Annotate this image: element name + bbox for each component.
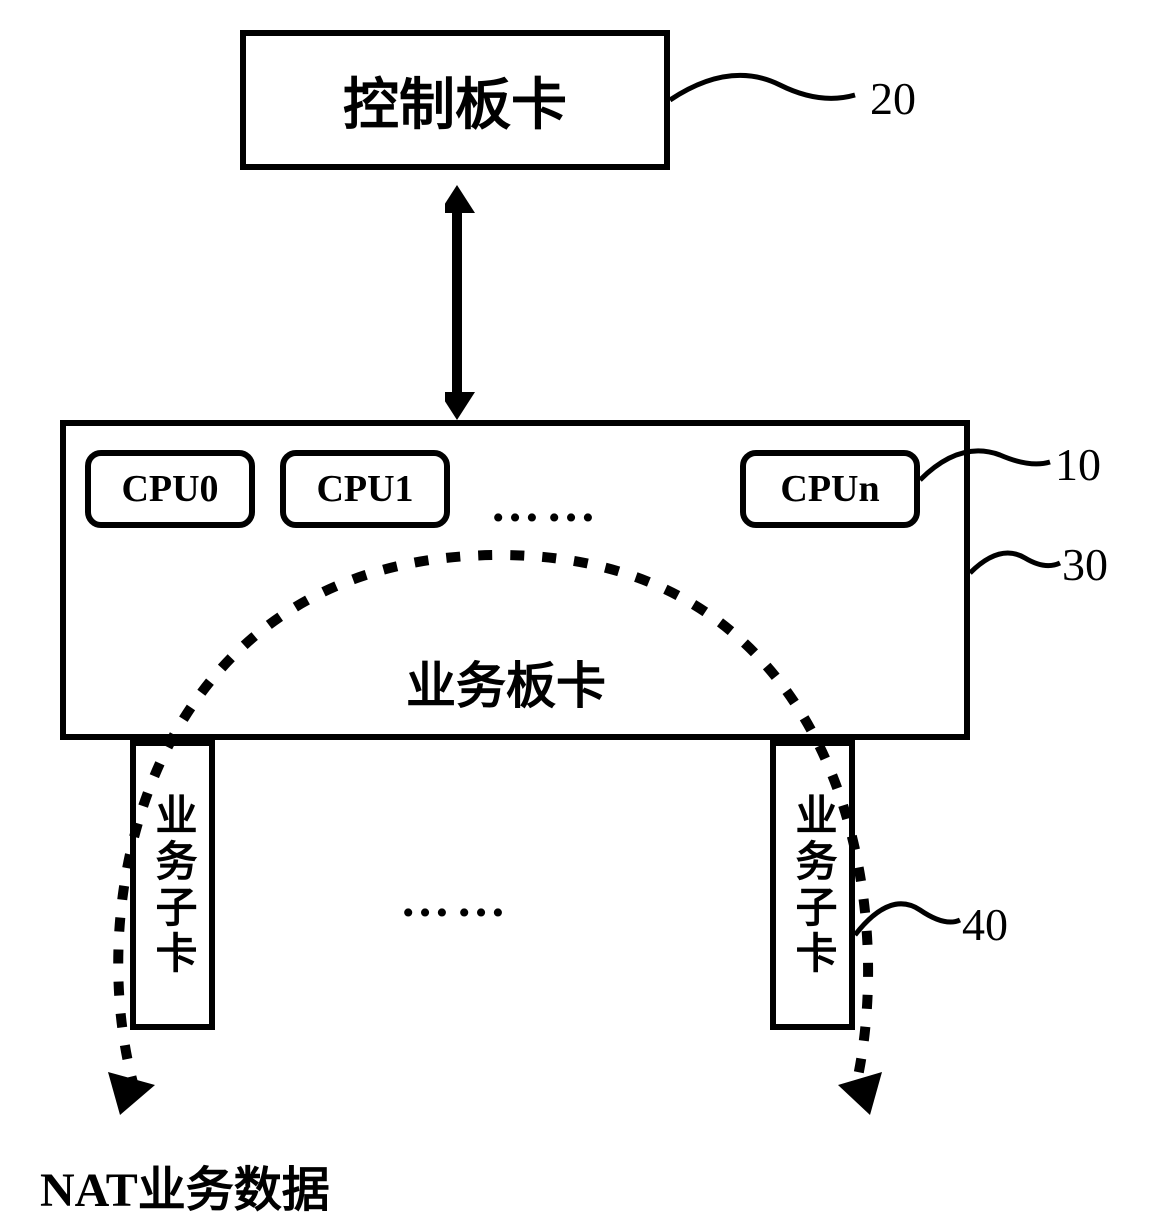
callout-leader-30 — [970, 548, 1070, 593]
callout-leader-20 — [670, 70, 870, 145]
diagram-container: 控制板卡 业务板卡 CPU0 CPU1 CPUn …… 业务子卡 业务子卡 …… — [0, 0, 1159, 1231]
callout-num-30: 30 — [1062, 538, 1108, 591]
callout-num-20: 20 — [870, 72, 916, 125]
nat-prefix: NAT — [40, 1164, 138, 1217]
data-flow-curve — [0, 0, 1159, 1231]
callout-leader-40 — [855, 895, 975, 960]
callout-leader-10 — [920, 440, 1060, 495]
callout-num-10: 10 — [1055, 438, 1101, 491]
nat-data-label: NAT业务数据 — [40, 1150, 330, 1220]
nat-suffix: 业务数据 — [138, 1164, 330, 1217]
callout-num-40: 40 — [962, 898, 1008, 951]
